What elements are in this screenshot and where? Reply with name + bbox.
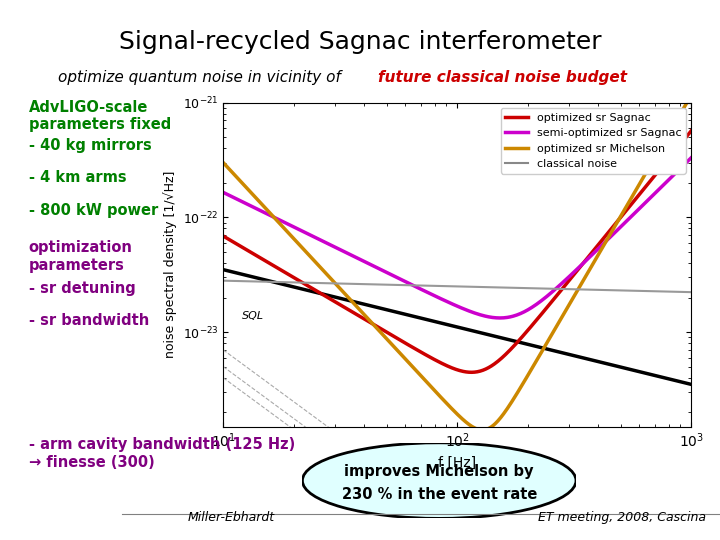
Text: Signal-recycled Sagnac interferometer: Signal-recycled Sagnac interferometer [119, 30, 601, 53]
Legend: optimized sr Sagnac, semi-optimized sr Sagnac, optimized sr Michelson, classical: optimized sr Sagnac, semi-optimized sr S… [501, 108, 685, 174]
Text: 230 % in the event rate: 230 % in the event rate [341, 487, 537, 502]
Text: - arm cavity bandwidth (125 Hz)
→ finesse (300): - arm cavity bandwidth (125 Hz) → finess… [29, 437, 295, 470]
Text: optimize quantum noise in vicinity of: optimize quantum noise in vicinity of [58, 70, 346, 85]
Text: AdvLIGO-scale
parameters fixed: AdvLIGO-scale parameters fixed [29, 100, 171, 132]
X-axis label: f [Hz]: f [Hz] [438, 456, 476, 470]
Text: Leibniz
Universität
Hannover: Leibniz Universität Hannover [45, 494, 90, 514]
Text: ET meeting, 2008, Cascina: ET meeting, 2008, Cascina [538, 511, 706, 524]
Text: future classical noise budget: future classical noise budget [378, 70, 627, 85]
Ellipse shape [302, 443, 576, 518]
Y-axis label: noise spectral density [1/√Hz]: noise spectral density [1/√Hz] [163, 171, 177, 358]
Text: - 800 kW power: - 800 kW power [29, 202, 158, 218]
Text: SQL: SQL [242, 311, 264, 321]
Text: optimization
parameters: optimization parameters [29, 240, 132, 273]
Text: - 40 kg mirrors: - 40 kg mirrors [29, 138, 151, 153]
Text: Miller-Ebhardt: Miller-Ebhardt [187, 511, 274, 524]
Text: - sr detuning: - sr detuning [29, 281, 135, 296]
Text: - sr bandwidth: - sr bandwidth [29, 313, 149, 328]
Text: - 4 km arms: - 4 km arms [29, 170, 127, 185]
Text: improves Michelson by: improves Michelson by [344, 464, 534, 479]
